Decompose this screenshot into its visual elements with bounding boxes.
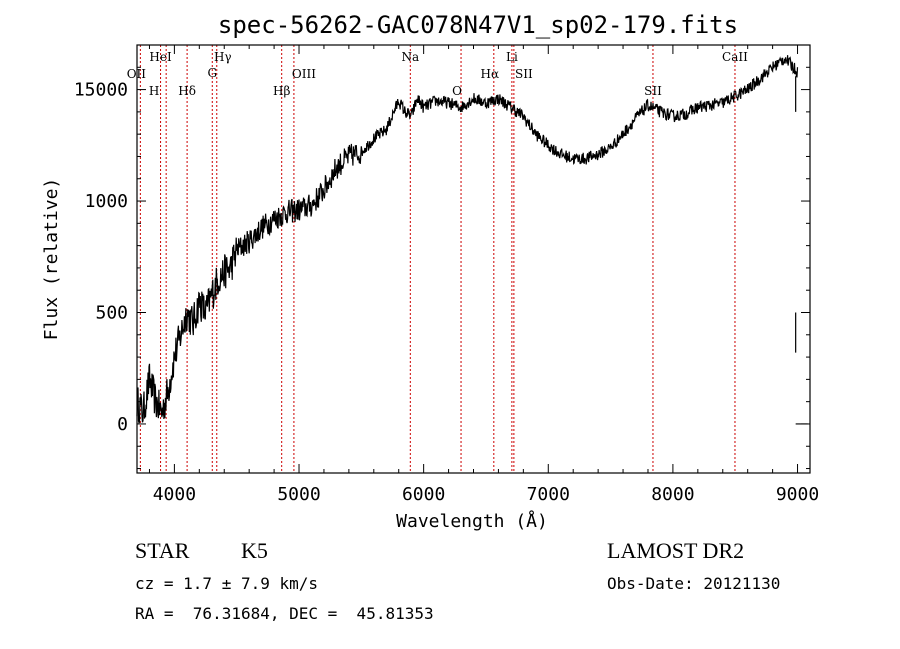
y-tick-label-2: 1000 — [85, 191, 128, 212]
line-marker-label-9: O — [452, 84, 462, 98]
survey-name: LAMOST DR2 — [607, 538, 745, 563]
line-marker-label-4: Hγ — [214, 50, 232, 64]
y-tick-label-0: 0 — [117, 414, 128, 435]
spectrum-chart: spec-56262-GAC078N47V1_sp02-179.fits OII… — [41, 11, 819, 532]
line-marker-label-6: Hβ — [273, 84, 290, 98]
x-tick-label-4: 8000 — [651, 484, 694, 505]
x-tick-label-3: 7000 — [527, 484, 570, 505]
x-axis: 4000 5000 6000 7000 8000 9000 — [148, 45, 819, 505]
spectrum-series-line — [136, 55, 799, 424]
line-marker-label-12: SII — [515, 67, 533, 81]
y-axis: 0 500 1000 15000 — [74, 66, 810, 470]
sky-coordinates: RA = 76.31684, DEC = 45.81353 — [135, 604, 434, 623]
x-tick-label-1: 5000 — [277, 484, 320, 505]
redshift-velocity: cz = 1.7 ± 7.9 km/s — [135, 574, 319, 593]
line-marker-label-11: Li — [506, 50, 518, 64]
y-tick-label-3: 15000 — [74, 80, 128, 101]
line-marker-label-1: HeI — [149, 50, 172, 64]
line-marker-label-14: CaII — [722, 50, 748, 64]
x-tick-label-0: 4000 — [153, 484, 196, 505]
line-marker-label-10: Hα — [481, 67, 500, 81]
plot-frame — [136, 44, 811, 474]
object-class: STAR — [135, 538, 190, 563]
x-tick-label-5: 9000 — [776, 484, 819, 505]
line-marker-label-8: Na — [401, 50, 419, 64]
line-marker-label-5: G — [207, 66, 217, 80]
line-marker-label-7: OIII — [292, 67, 316, 81]
observation-date: Obs-Date: 20121130 — [607, 574, 781, 593]
line-marker-label-3: Hδ — [178, 84, 196, 98]
x-axis-label: Wavelength (Å) — [396, 510, 548, 532]
x-tick-label-2: 6000 — [402, 484, 445, 505]
spectrum-edge-trace — [795, 76, 808, 425]
chart-title: spec-56262-GAC078N47V1_sp02-179.fits — [218, 11, 738, 39]
line-marker-label-2: H — [149, 84, 159, 98]
y-axis-label: Flux (relative) — [41, 178, 62, 341]
object-subclass: K5 — [241, 538, 268, 563]
line-marker-label-13: SII — [644, 84, 662, 98]
y-tick-label-1: 500 — [95, 303, 128, 324]
